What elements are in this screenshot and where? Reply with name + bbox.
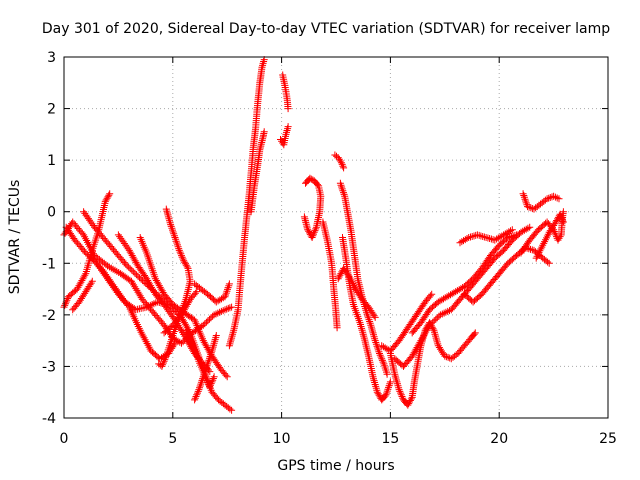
x-tick-label: 20: [490, 431, 508, 447]
series-track-14: [225, 56, 268, 350]
plus-markers: [191, 332, 220, 404]
y-tick-label: -1: [42, 256, 56, 272]
plus-markers: [225, 56, 268, 350]
plot-frame: [63, 56, 609, 419]
series-track-10: [155, 205, 194, 370]
plus-markers: [279, 71, 292, 113]
series-track-27: [408, 231, 521, 337]
plus-markers: [519, 190, 563, 213]
series-track-29: [456, 226, 516, 247]
plus-markers: [408, 231, 521, 337]
x-tick-label: 25: [599, 431, 617, 447]
plus-markers: [69, 277, 96, 314]
grid-lines: [64, 57, 608, 418]
plus-markers: [182, 326, 236, 414]
y-tick-label: 0: [47, 205, 56, 221]
series-track-31: [532, 210, 567, 262]
series-track-12: [182, 326, 236, 414]
y-tick-label: 3: [47, 50, 56, 66]
series-track-24: [378, 290, 436, 355]
x-tick-label: 5: [168, 431, 177, 447]
plus-markers: [378, 290, 436, 355]
series-track-22: [339, 234, 394, 404]
plus-markers: [456, 226, 516, 247]
x-axis-ticks: 0 5 10 15 20 25: [60, 57, 617, 447]
plus-markers: [88, 254, 170, 314]
plus-markers: [331, 151, 348, 172]
series-track-26: [391, 223, 534, 370]
chart-title: Day 301 of 2020, Sidereal Day-to-day VTE…: [42, 21, 610, 37]
y-tick-label: -2: [42, 308, 56, 324]
series-track-32: [519, 190, 563, 213]
data-points: [60, 56, 567, 414]
plus-markers: [155, 205, 194, 370]
plus-markers: [300, 174, 325, 241]
series-track-3: [69, 277, 96, 314]
y-tick-label: 2: [47, 102, 56, 118]
series-track-23: [334, 264, 379, 321]
x-tick-label: 0: [60, 431, 69, 447]
x-axis-label: GPS time / hours: [277, 458, 394, 474]
series-track-13: [191, 332, 220, 404]
series-track-16: [279, 71, 292, 113]
y-axis-label: SDTVAR / TECUs: [7, 180, 23, 295]
y-axis-ticks: -4 -3 -2 -1 0 1 2 3: [42, 50, 608, 427]
plus-markers: [319, 218, 341, 332]
plus-markers: [339, 234, 394, 404]
series-track-7: [88, 254, 170, 314]
plus-markers: [460, 244, 553, 306]
plus-markers: [136, 234, 231, 381]
series-track-20: [331, 151, 348, 172]
plus-markers: [191, 280, 233, 306]
plus-markers: [277, 123, 292, 149]
series-track-17: [277, 123, 292, 149]
x-tick-label: 15: [381, 431, 399, 447]
series-track-8: [136, 234, 231, 381]
plus-markers: [247, 128, 268, 216]
plus-markers: [391, 223, 534, 370]
x-tick-label: 10: [273, 431, 291, 447]
plus-markers: [334, 264, 379, 321]
plus-markers: [532, 210, 567, 262]
series-track-19: [319, 218, 341, 332]
y-tick-label: -4: [42, 411, 56, 427]
y-tick-label: -3: [42, 359, 56, 375]
series-track-18: [300, 174, 325, 241]
series-track-28: [460, 244, 553, 306]
series-track-15: [247, 128, 268, 216]
y-tick-label: 1: [47, 153, 56, 169]
series-track-11: [191, 280, 233, 306]
